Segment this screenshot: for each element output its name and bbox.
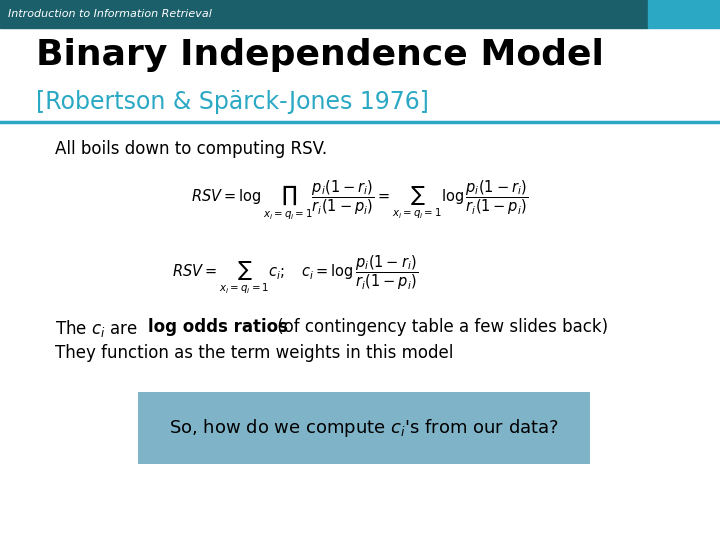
- Text: Binary Independence Model: Binary Independence Model: [36, 38, 604, 72]
- Text: The $c_i$ are: The $c_i$ are: [55, 318, 139, 339]
- Text: All boils down to computing RSV.: All boils down to computing RSV.: [55, 140, 327, 158]
- FancyBboxPatch shape: [138, 392, 590, 464]
- Text: (of contingency table a few slides back): (of contingency table a few slides back): [272, 318, 608, 336]
- Bar: [648, 0, 720, 28]
- Text: log odds ratios: log odds ratios: [148, 318, 288, 336]
- Bar: [0, 0, 648, 28]
- Text: Introduction to Information Retrieval: Introduction to Information Retrieval: [8, 9, 212, 19]
- Text: $RSV = \sum_{x_i=q_i=1} c_i; \quad c_i = \log \dfrac{p_i(1-r_i)}{r_i(1-p_i)}$: $RSV = \sum_{x_i=q_i=1} c_i; \quad c_i =…: [172, 254, 418, 296]
- Text: [Robertson & Spärck-Jones 1976]: [Robertson & Spärck-Jones 1976]: [36, 90, 429, 114]
- Text: They function as the term weights in this model: They function as the term weights in thi…: [55, 344, 454, 362]
- Text: So, how do we compute $c_i$'s from our data?: So, how do we compute $c_i$'s from our d…: [169, 417, 559, 439]
- Text: $RSV = \log \prod_{x_i=q_i=1} \dfrac{p_i(1-r_i)}{r_i(1-p_i)} = \sum_{x_i=q_i=1} : $RSV = \log \prod_{x_i=q_i=1} \dfrac{p_i…: [192, 178, 528, 222]
